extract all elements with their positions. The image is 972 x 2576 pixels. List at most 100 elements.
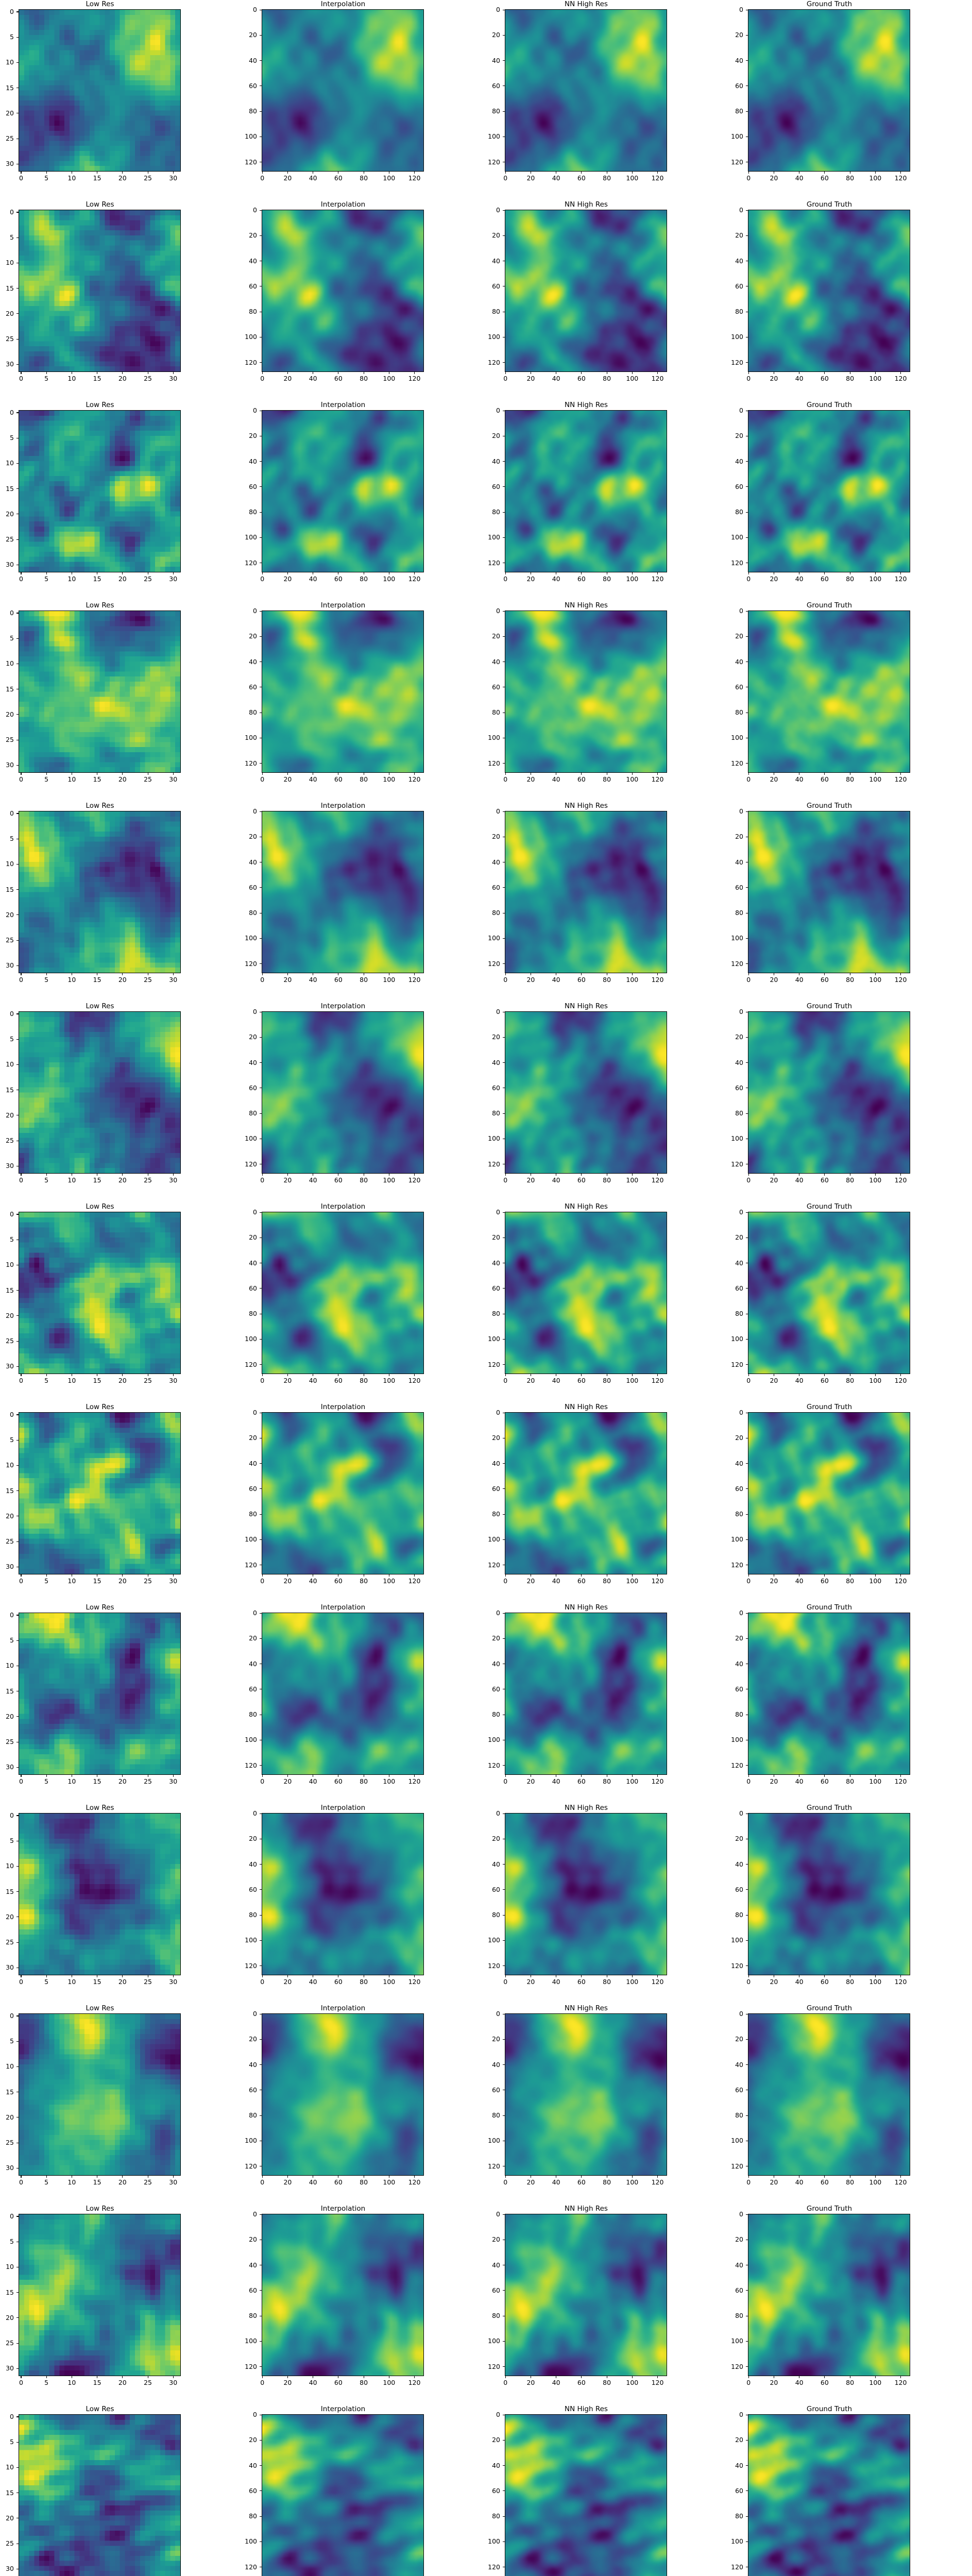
y-tick-mark — [746, 2490, 748, 2492]
heatmap-canvas — [262, 2415, 423, 2576]
y-tick-label: 15 — [6, 1687, 14, 1695]
y-tick-mark — [260, 537, 262, 538]
x-tick-label: 20 — [526, 1176, 535, 1184]
subplot-panel-interpolation: Interpolation 0 0 20 20 40 40 60 60 80 80 100 100 120… — [243, 1804, 486, 2004]
y-tick-label: 20 — [249, 31, 257, 39]
x-tick-label: 80 — [603, 375, 611, 382]
y-tick-mark — [503, 1613, 505, 1614]
heatmap-canvas — [262, 1212, 423, 1374]
x-tick-mark — [657, 2176, 658, 2178]
y-tick-label: 10 — [6, 1862, 14, 1870]
heatmap-canvas — [19, 210, 180, 371]
x-tick-mark — [581, 973, 582, 975]
y-tick-mark — [16, 1013, 19, 1014]
y-tick-mark — [260, 811, 262, 812]
x-tick-mark — [287, 2376, 288, 2378]
x-tick-label: 0 — [19, 174, 23, 182]
y-tick-label: 15 — [6, 2488, 14, 2497]
y-tick-label: 5 — [10, 1235, 14, 1244]
y-tick-label: 100 — [731, 1335, 743, 1343]
y-tick-label: 120 — [488, 358, 500, 366]
x-tick-mark — [657, 1574, 658, 1577]
y-tick-mark — [746, 210, 748, 211]
x-tick-label: 120 — [408, 775, 421, 783]
y-tick-label: 120 — [488, 1761, 500, 1769]
y-tick-mark — [746, 2516, 748, 2517]
x-tick-label: 30 — [169, 1377, 178, 1384]
x-tick-label: 80 — [360, 575, 368, 583]
y-tick-label: 20 — [249, 1835, 257, 1843]
subplot-panel-low_res: Low Res 0 0 5 5 10 10 15 15 20 20 25 25 30 30 — [0, 1202, 243, 1403]
y-tick-label: 5 — [10, 2438, 14, 2446]
y-tick-label: 0 — [10, 1811, 14, 1819]
x-tick-label: 25 — [144, 2379, 152, 2386]
x-tick-label: 80 — [360, 375, 368, 382]
x-tick-label: 0 — [19, 1577, 23, 1585]
x-tick-label: 30 — [169, 575, 178, 583]
y-tick-label: 25 — [6, 1738, 14, 1746]
x-tick-label: 20 — [283, 976, 292, 984]
x-tick-mark — [287, 1574, 288, 1577]
x-tick-label: 40 — [309, 375, 317, 382]
panel-title: Interpolation — [320, 2205, 366, 2213]
y-tick-label: 40 — [735, 657, 743, 666]
y-tick-label: 20 — [6, 1512, 14, 1520]
y-tick-label: 40 — [249, 657, 257, 666]
panel-title: Interpolation — [320, 1202, 366, 1211]
y-tick-label: 20 — [249, 231, 257, 240]
y-tick-label: 10 — [6, 459, 14, 467]
x-tick-label: 80 — [846, 375, 855, 382]
y-tick-mark — [260, 1914, 262, 1916]
y-tick-mark — [503, 1463, 505, 1464]
panel-title: Low Res — [86, 1804, 114, 1812]
heatmap-canvas — [262, 1814, 423, 1975]
x-tick-label: 120 — [894, 775, 907, 783]
panel-title: Interpolation — [320, 1804, 366, 1812]
y-tick-mark — [16, 1490, 19, 1492]
y-tick-label: 40 — [735, 858, 743, 866]
subplot-panel-ground_truth: Ground Truth 0 0 20 20 40 40 60 60 80 80 100 100 120 1… — [729, 1002, 972, 1202]
y-tick-mark — [260, 1364, 262, 1365]
y-tick-mark — [503, 1765, 505, 1766]
panel-title: Ground Truth — [806, 1603, 852, 1612]
y-tick-label: 60 — [735, 1083, 743, 1092]
y-tick-label: 0 — [496, 406, 500, 415]
x-tick-mark — [262, 1775, 263, 1777]
y-tick-mark — [503, 2064, 505, 2065]
y-tick-mark — [260, 235, 262, 236]
x-tick-mark — [173, 372, 174, 374]
x-tick-label: 40 — [795, 976, 804, 984]
axes-interpolation — [262, 210, 424, 372]
y-tick-label: 60 — [735, 282, 743, 290]
subplot-panel-interpolation: Interpolation 0 0 20 20 40 40 60 60 80 80 100 100 120… — [243, 802, 486, 1002]
panel-title: Ground Truth — [806, 1403, 852, 1411]
x-tick-label: 20 — [770, 174, 778, 182]
x-tick-label: 60 — [577, 775, 586, 783]
x-tick-label: 20 — [526, 976, 535, 984]
y-tick-mark — [260, 1113, 262, 1114]
x-tick-label: 20 — [526, 174, 535, 182]
y-tick-label: 20 — [249, 833, 257, 841]
y-tick-label: 0 — [496, 6, 500, 14]
heatmap-canvas — [505, 811, 667, 973]
y-tick-label: 15 — [6, 1887, 14, 1895]
y-tick-label: 5 — [10, 233, 14, 242]
y-tick-mark — [503, 537, 505, 538]
y-tick-mark — [16, 1290, 19, 1291]
subplot-panel-ground_truth: Ground Truth 0 0 20 20 40 40 60 60 80 80 100 100 120 1… — [729, 1202, 972, 1403]
panel-title: Interpolation — [320, 1403, 366, 1411]
x-tick-label: 15 — [93, 1978, 101, 1986]
x-tick-label: 80 — [846, 976, 855, 984]
x-tick-mark — [581, 2376, 582, 2378]
figure-row: Low Res005510101515202025253030Interpola… — [0, 2405, 972, 2576]
y-tick-mark — [260, 611, 262, 612]
y-tick-label: 60 — [492, 883, 500, 891]
y-tick-label: 80 — [735, 2111, 743, 2120]
y-tick-label: 30 — [6, 1763, 14, 1771]
y-tick-mark — [260, 2064, 262, 2065]
panel-title: NN High Res — [565, 1403, 608, 1411]
x-tick-mark — [581, 1374, 582, 1376]
y-tick-mark — [260, 2439, 262, 2441]
y-tick-label: 120 — [245, 2362, 257, 2370]
